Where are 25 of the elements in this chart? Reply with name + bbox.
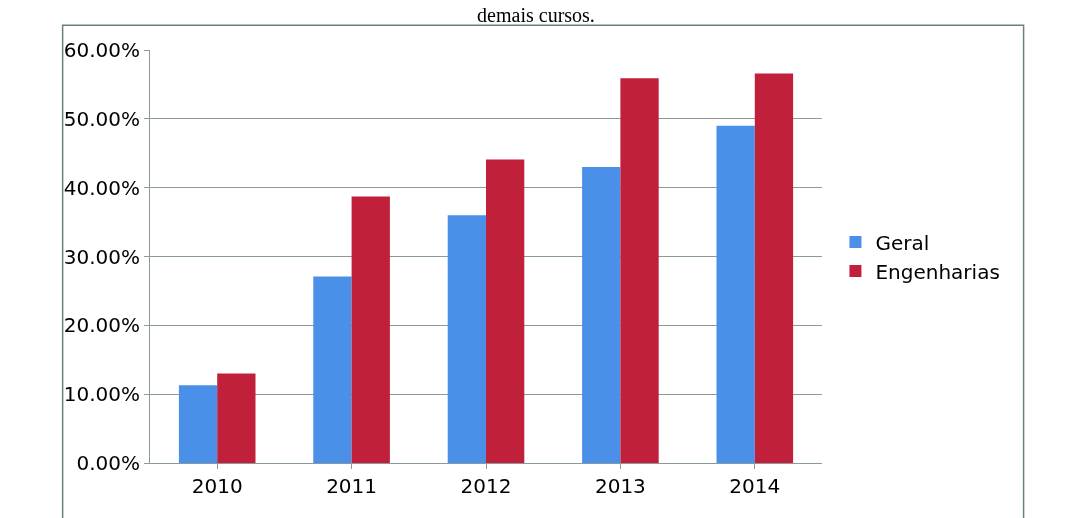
bar [217,373,256,463]
x-tick-label: 2011 [326,474,378,498]
bar [313,276,352,463]
bar [754,73,794,463]
y-tick-label: 30.00% [63,244,140,269]
chart-title: demais cursos. [477,3,595,26]
legend-label: Engenharias [875,259,1000,284]
x-tick-label: 2014 [729,474,781,498]
x-tick-label: 2012 [460,474,512,498]
y-tick-label: 40.00% [63,175,140,200]
y-tick-label: 60.00% [63,38,140,62]
bar [447,215,486,463]
x-tick-label: 2013 [594,474,646,498]
legend-label: Geral [875,230,930,255]
bar [716,125,755,463]
bar [582,167,621,463]
bar [486,159,525,463]
y-tick-label: 20.00% [63,313,140,338]
x-tick-label: 2010 [191,474,243,498]
y-tick-label: 10.00% [63,382,140,407]
bar [620,78,659,463]
y-tick-label: 0.00% [76,451,140,475]
bar [178,385,218,463]
y-tick-label: 50.00% [63,106,140,131]
bar [351,196,390,463]
